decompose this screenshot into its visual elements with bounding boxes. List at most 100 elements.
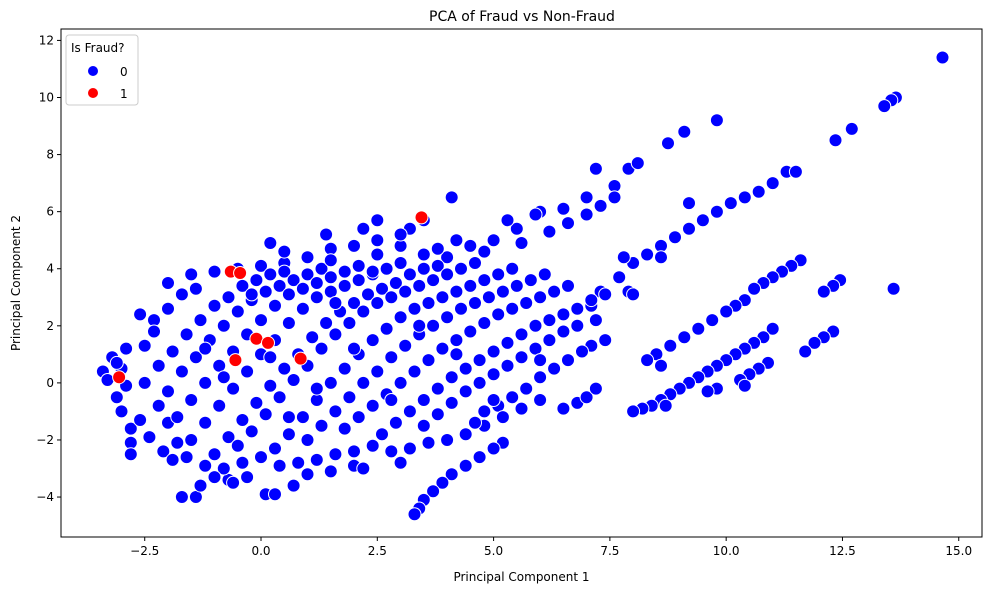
- data-point-series-0-304: [509, 278, 524, 293]
- data-point-series-0-128: [109, 355, 124, 370]
- x-tick-label-0: −2.5: [130, 544, 159, 558]
- data-point-series-0-351: [556, 324, 571, 339]
- data-point-series-0-231: [337, 278, 352, 293]
- data-point-series-0-208: [198, 375, 213, 390]
- data-point-series-0-139: [286, 478, 301, 493]
- data-point-series-0-160: [151, 398, 166, 413]
- data-point-series-0-257: [286, 373, 301, 387]
- data-point-series-0-342: [430, 407, 445, 422]
- data-point-series-0-131: [137, 338, 152, 353]
- data-point-series-0-202: [272, 278, 287, 293]
- data-point-series-0-39: [612, 270, 627, 285]
- data-point-series-0-99: [505, 390, 520, 405]
- data-point-series-0-182: [533, 393, 548, 407]
- data-point-series-0-252: [430, 258, 445, 273]
- data-point-series-0-321: [533, 290, 548, 305]
- data-point-series-0-271: [268, 441, 282, 456]
- data-point-series-0-273: [295, 410, 310, 425]
- data-point-series-0-344: [458, 384, 473, 399]
- data-point-series-0-243: [305, 330, 320, 345]
- data-point-series-0-350: [542, 333, 557, 348]
- data-point-series-0-278: [365, 333, 380, 348]
- data-point-series-1-6: [414, 210, 429, 225]
- data-point-series-0-108: [486, 441, 501, 456]
- data-point-series-0-212: [254, 313, 268, 328]
- data-point-series-0-33: [668, 230, 682, 245]
- data-point-series-0-382: [449, 347, 464, 362]
- data-point-series-0-159: [500, 213, 515, 228]
- data-point-series-0-176: [421, 435, 436, 450]
- y-tick-label-6: 8: [46, 148, 54, 162]
- data-point-series-0-109: [472, 450, 487, 465]
- data-point-series-0-302: [481, 290, 496, 305]
- data-point-series-0-267: [426, 273, 441, 288]
- data-point-series-0-224: [240, 364, 255, 379]
- data-point-series-0-383: [281, 410, 296, 425]
- data-point-series-0-228: [295, 301, 310, 316]
- data-point-series-0-313: [421, 353, 436, 368]
- data-point-series-0-170: [309, 452, 324, 467]
- data-point-series-0-295: [384, 350, 399, 365]
- data-point-series-0-331: [472, 353, 487, 368]
- data-point-series-0-289: [300, 433, 315, 447]
- data-point-series-0-264: [384, 290, 399, 305]
- data-point-series-0-127: [119, 341, 134, 356]
- data-point-series-0-285: [463, 278, 478, 293]
- data-point-series-0-196: [188, 350, 203, 365]
- data-point-series-0-361: [207, 470, 222, 485]
- data-point-series-0-0: [935, 50, 950, 65]
- data-point-series-0-110: [458, 458, 473, 473]
- data-point-series-0-375: [607, 190, 622, 205]
- data-point-series-0-246: [347, 296, 361, 310]
- data-point-series-0-325: [388, 415, 403, 430]
- data-point-series-0-143: [184, 267, 199, 282]
- data-point-series-0-35: [640, 247, 655, 262]
- data-point-series-1-4: [228, 353, 243, 368]
- data-point-series-0-59: [691, 321, 706, 336]
- data-point-series-0-61: [663, 338, 678, 353]
- data-point-series-0-378: [309, 381, 324, 396]
- data-point-series-0-335: [528, 318, 543, 333]
- data-point-series-0-29: [723, 196, 738, 211]
- data-point-series-0-339: [584, 293, 599, 308]
- data-point-series-0-142: [161, 276, 175, 290]
- data-point-series-0-272: [281, 427, 296, 442]
- x-tick-label-4: 7.5: [600, 544, 619, 558]
- data-point-series-0-48: [816, 284, 831, 299]
- data-point-series-0-357: [133, 413, 148, 427]
- data-point-series-0-92: [700, 384, 715, 399]
- data-point-series-0-388: [486, 393, 501, 407]
- data-point-series-0-6: [709, 113, 724, 128]
- plot-frame: [60, 28, 983, 538]
- data-point-series-0-103: [556, 401, 571, 416]
- data-point-series-0-292: [342, 390, 357, 405]
- data-point-series-0-266: [412, 278, 427, 293]
- data-point-series-0-19: [370, 213, 385, 228]
- data-point-series-0-352: [570, 318, 585, 333]
- data-point-series-0-213: [268, 298, 282, 313]
- data-point-series-0-97: [533, 370, 548, 385]
- data-point-series-0-90: [737, 378, 752, 393]
- data-point-series-0-198: [216, 318, 231, 333]
- data-point-series-0-120: [109, 390, 124, 405]
- data-point-series-0-241: [277, 361, 292, 376]
- data-point-series-0-157: [509, 221, 524, 236]
- data-point-series-0-284: [449, 284, 464, 299]
- data-point-series-0-281: [407, 301, 422, 316]
- data-point-series-0-144: [207, 264, 222, 279]
- data-point-series-0-234: [379, 261, 394, 276]
- data-point-series-0-373: [579, 207, 594, 222]
- data-point-series-0-206: [170, 410, 185, 425]
- data-point-series-0-175: [402, 441, 417, 456]
- data-point-series-0-146: [254, 258, 268, 273]
- y-tick-label-7: 10: [39, 90, 54, 104]
- data-point-series-0-316: [463, 324, 478, 339]
- data-point-series-0-247: [361, 287, 375, 302]
- data-point-series-0-314: [435, 341, 450, 356]
- x-tick-label-3: 5.0: [484, 544, 503, 558]
- data-point-series-0-180: [495, 410, 510, 425]
- data-point-series-0-262: [356, 304, 371, 319]
- data-point-series-0-12: [588, 161, 603, 176]
- data-point-series-0-282: [421, 296, 436, 310]
